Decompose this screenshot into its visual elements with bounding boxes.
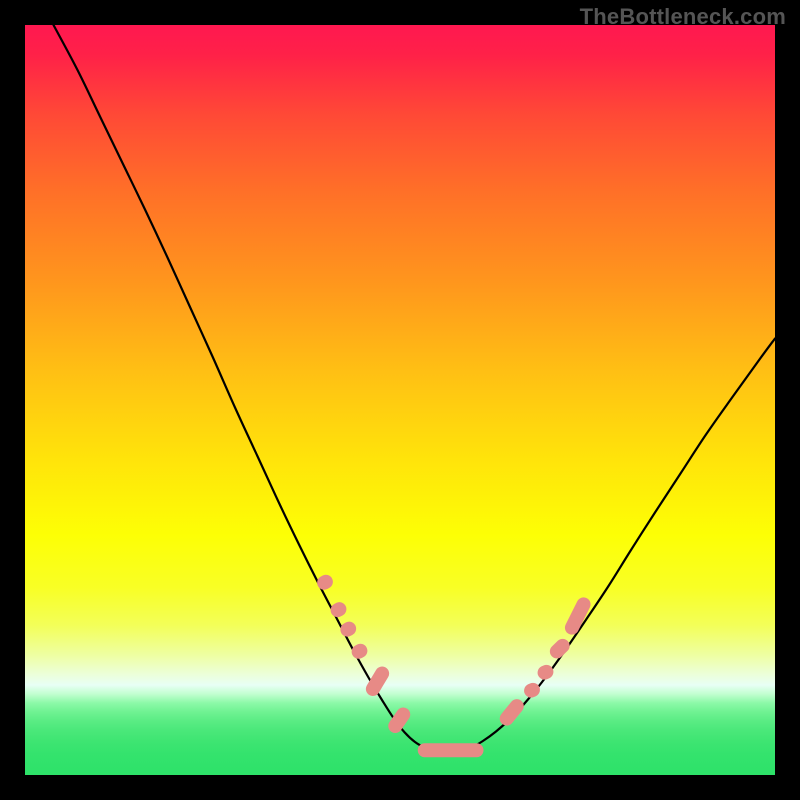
chart-svg — [25, 25, 775, 775]
watermark-text: TheBottleneck.com — [580, 4, 786, 30]
curve-marker — [418, 743, 484, 757]
plot-area — [25, 25, 775, 775]
chart-frame: TheBottleneck.com — [0, 0, 800, 800]
chart-background — [25, 25, 775, 775]
